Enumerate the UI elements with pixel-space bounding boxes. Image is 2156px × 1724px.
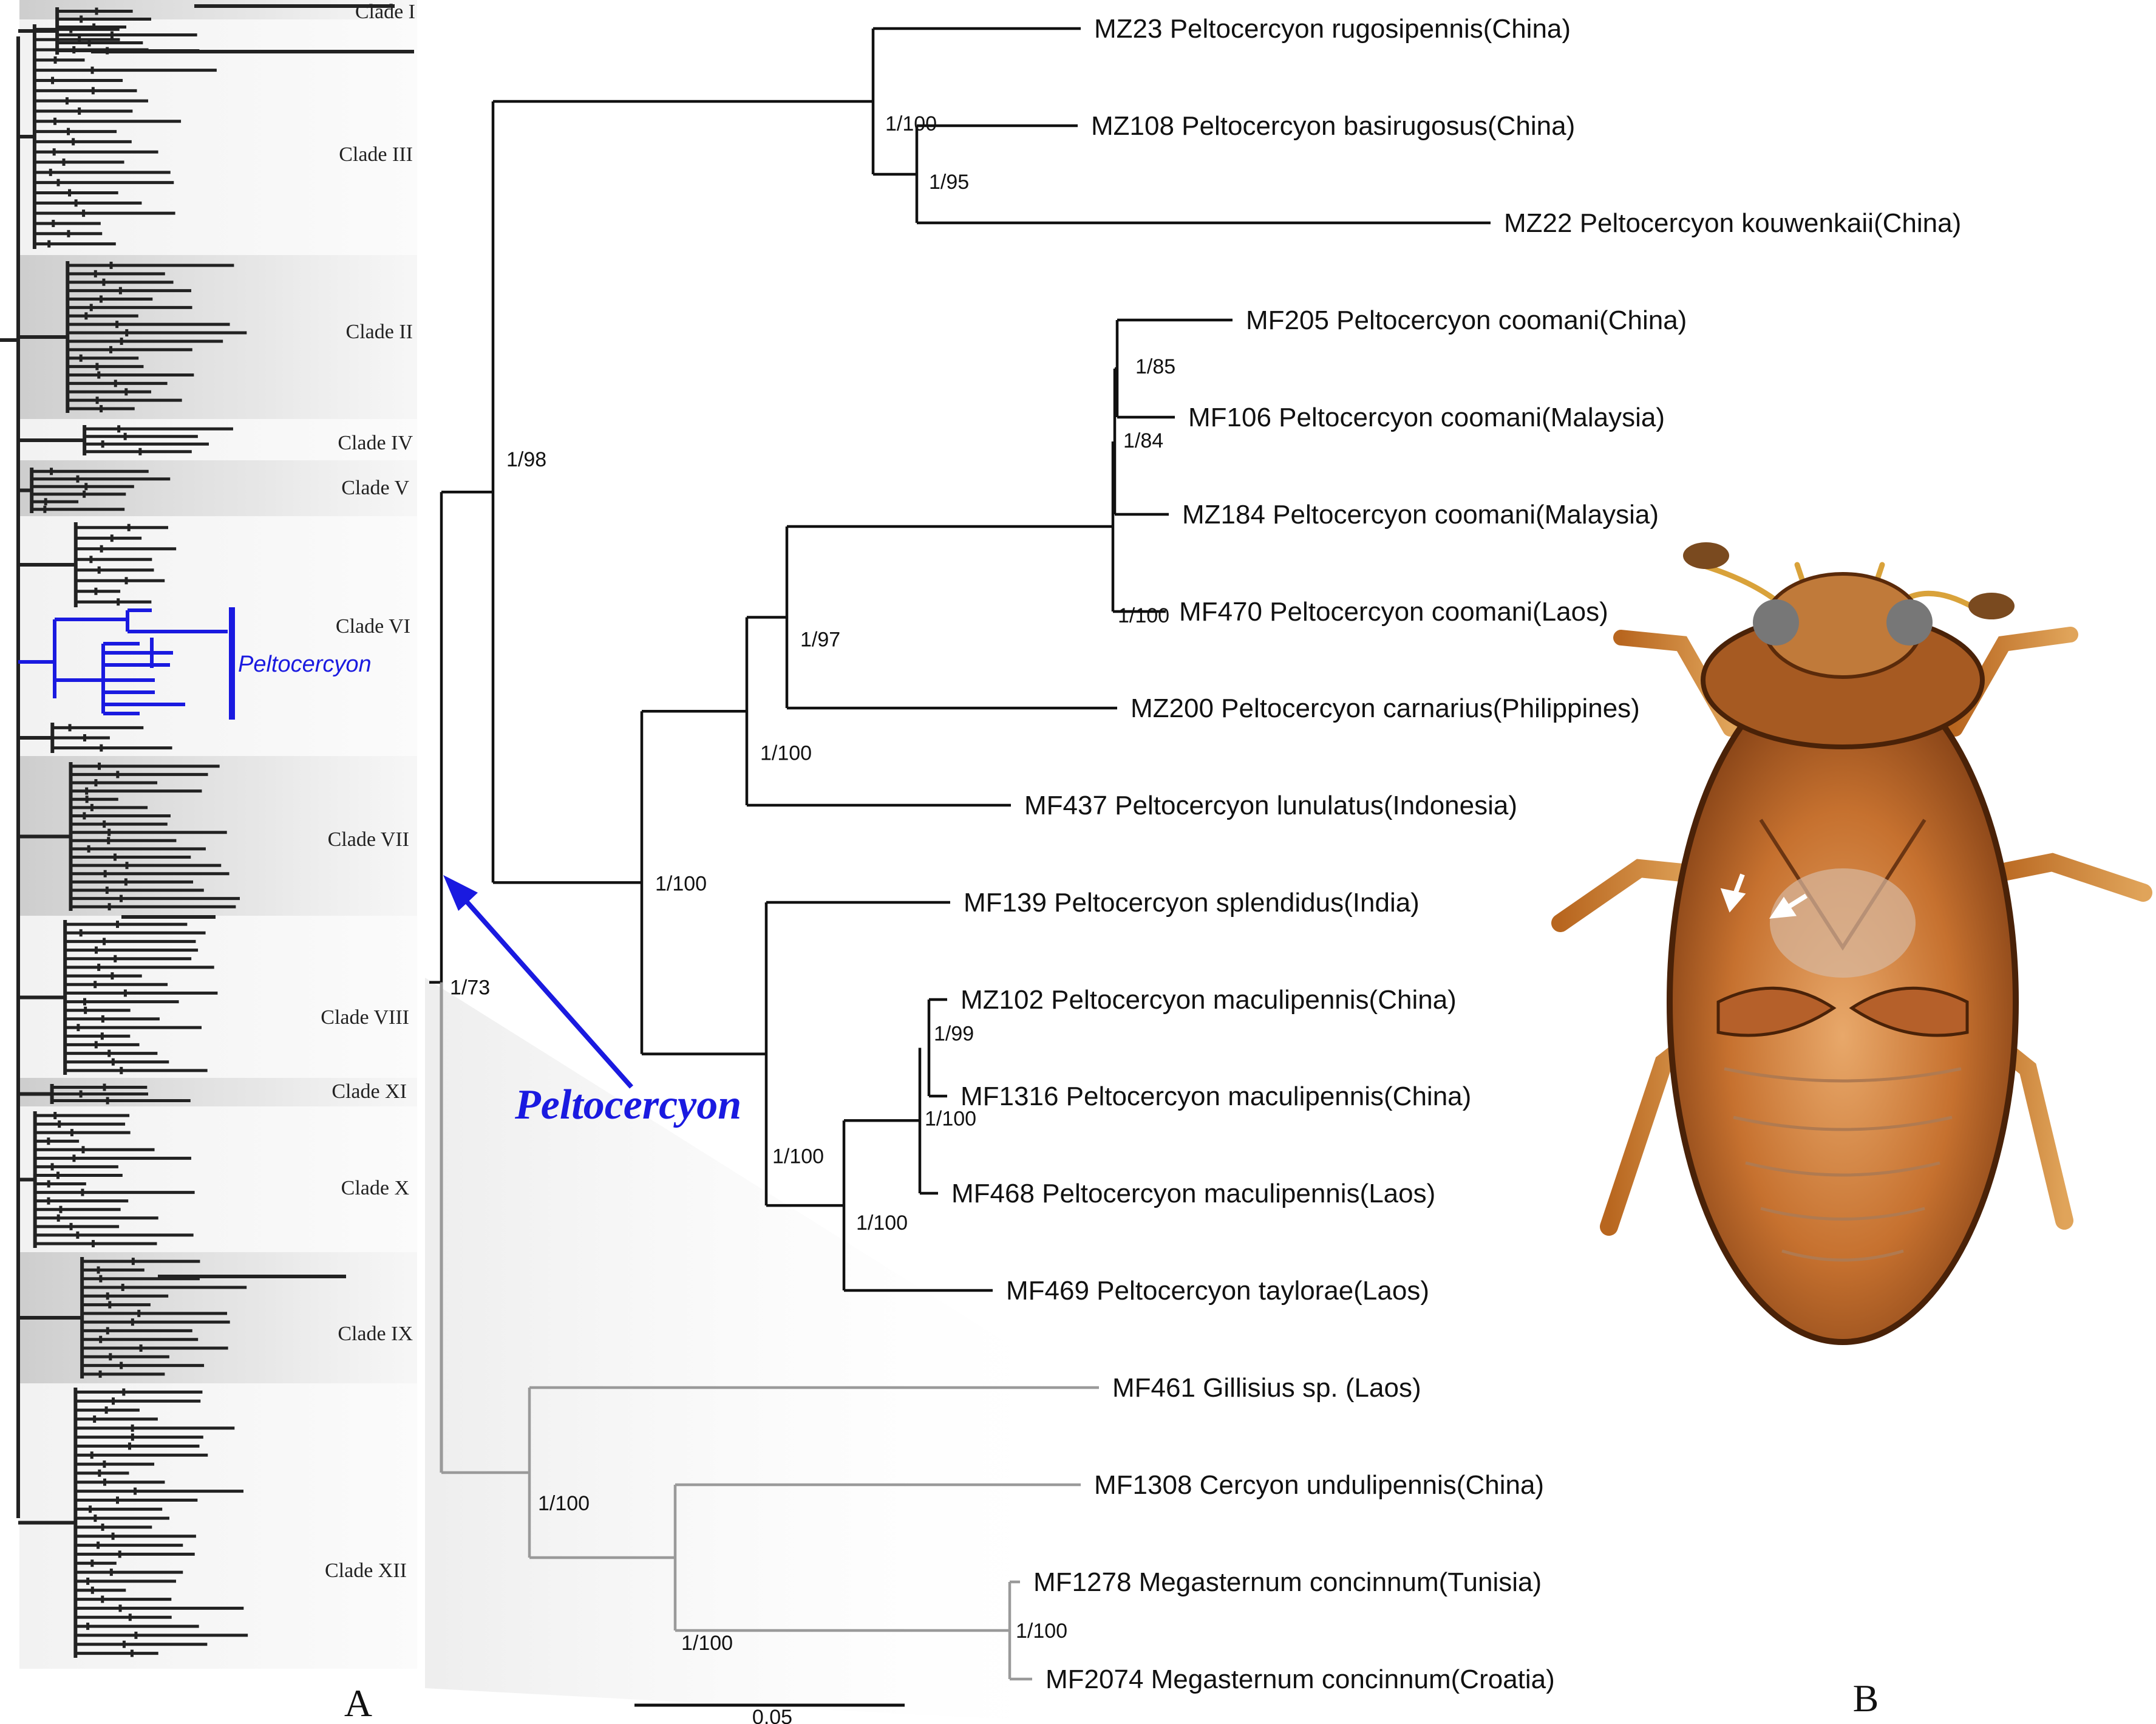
support-value: 1/100	[772, 1145, 824, 1168]
panel-label-a: A	[344, 1681, 372, 1724]
support-value: 1/84	[1123, 429, 1163, 452]
clade-label: Clade VII	[328, 828, 409, 851]
clade-label: Clade II	[346, 321, 413, 343]
support-value: 1/99	[934, 1023, 974, 1046]
main-tree: MZ23 Peltocercyon rugosipennis(China) MZ1…	[429, 14, 1961, 1694]
clade-label: Clade VI	[336, 615, 410, 638]
support-value: 1/73	[450, 976, 490, 1000]
tip-label: MF106 Peltocercyon coomani(Malaysia)	[1188, 403, 1665, 432]
beetle-metaventrite	[1770, 868, 1916, 978]
tip-label: MZ200 Peltocercyon carnarius(Philippines…	[1131, 693, 1640, 723]
panel-label-b: B	[1853, 1677, 1879, 1720]
peltocercyon-genus-label: Peltocercyon	[514, 1082, 741, 1128]
support-value: 1/100	[1118, 604, 1169, 627]
support-value: 1/85	[1135, 355, 1175, 378]
tip-label: MF437 Peltocercyon lunulatus(Indonesia)	[1024, 791, 1517, 820]
support-value: 1/100	[856, 1211, 908, 1235]
zoom-wedge	[425, 978, 1093, 1724]
support-value: 1/100	[885, 112, 937, 135]
clade-label: Clade I	[355, 1, 415, 23]
tip-label: MZ102 Peltocercyon maculipennis(China)	[961, 985, 1457, 1015]
clade-label: Clade XII	[325, 1559, 407, 1582]
pointer-arrow-line	[460, 894, 633, 1089]
tip-label: MF1278 Megasternum concinnum(Tunisia)	[1033, 1567, 1542, 1597]
peltocercyon-pointer: Peltocercyon	[443, 875, 741, 1128]
tip-label: MF205 Peltocercyon coomani(China)	[1246, 305, 1687, 335]
support-value: 1/97	[800, 629, 840, 652]
clade-band	[19, 19, 417, 255]
tip-labels: MZ23 Peltocercyon rugosipennis(China) MZ1…	[951, 14, 1961, 1694]
tip-label: MZ22 Peltocercyon kouwenkaii(China)	[1504, 208, 1961, 238]
clade-label: Clade IV	[338, 432, 413, 454]
tip-label: MF470 Peltocercyon coomani(Laos)	[1179, 597, 1608, 627]
tip-label: MF2074 Megasternum concinnum(Croatia)	[1046, 1664, 1555, 1694]
clade-label: Clade VIII	[321, 1006, 409, 1029]
tip-label: MF461 Gillisius sp. (Laos)	[1112, 1373, 1421, 1403]
beetle-annotation-arrows	[1720, 873, 1808, 919]
tip-label: MZ184 Peltocercyon coomani(Malaysia)	[1182, 500, 1659, 530]
clade-band	[19, 516, 417, 756]
beetle-abdomen	[1724, 1067, 1962, 1262]
clade-label: Clade V	[341, 477, 409, 499]
pointer-arrow-head	[443, 875, 478, 911]
beetle-photo	[1551, 542, 2152, 1345]
support-value: 1/100	[1016, 1620, 1067, 1643]
peltocercyon-mini-label: Peltocercyon	[238, 652, 372, 677]
support-value: 1/100	[538, 1492, 590, 1515]
tip-label: MF139 Peltocercyon splendidus(India)	[964, 888, 1420, 918]
support-value: 1/100	[925, 1107, 976, 1130]
antenna-club-right	[1968, 593, 2015, 619]
clade-label: Clade X	[341, 1177, 409, 1199]
scale-bar: 0.05	[634, 1703, 905, 1724]
tip-label: MF469 Peltocercyon taylorae(Laos)	[1006, 1276, 1429, 1306]
peltocercyon-mini-clade	[18, 608, 228, 715]
support-labels: 1/100 1/95 1/85 1/84 1/100 1/97 1/100 1/98 1/100…	[450, 112, 1175, 1655]
tip-label: MF1316 Peltocercyon maculipennis(China)	[961, 1082, 1471, 1111]
tip-label: MZ23 Peltocercyon rugosipennis(China)	[1094, 14, 1571, 44]
scale-bar-label: 0.05	[752, 1706, 792, 1724]
overview-branches	[0, 4, 414, 1658]
beetle-eye-left	[1753, 599, 1799, 646]
beetle-hind-coxa-right	[1849, 986, 1969, 1037]
antenna-club-left	[1683, 542, 1729, 569]
tip-label: MF1308 Cercyon undulipennis(China)	[1094, 1470, 1544, 1500]
support-value: 1/98	[506, 448, 546, 471]
main-branches	[429, 27, 1491, 1681]
beetle-hind-coxa-left	[1716, 986, 1837, 1037]
clade-band	[19, 1252, 417, 1383]
support-value: 1/95	[929, 171, 969, 194]
clade-labels: Clade I Clade III Clade II Clade IV Clade V C…	[321, 1, 415, 1582]
clade-label: Clade IX	[338, 1323, 413, 1345]
clade-label: Clade XI	[332, 1080, 407, 1103]
clade-label: Clade III	[339, 143, 413, 166]
tip-label: MZ108 Peltocercyon basirugosus(China)	[1091, 111, 1575, 141]
support-value: 1/100	[655, 872, 707, 895]
beetle-eye-right	[1886, 599, 1933, 646]
tip-label: MF468 Peltocercyon maculipennis(Laos)	[951, 1179, 1435, 1208]
support-value: 1/100	[681, 1632, 733, 1655]
support-value: 1/100	[760, 741, 812, 765]
